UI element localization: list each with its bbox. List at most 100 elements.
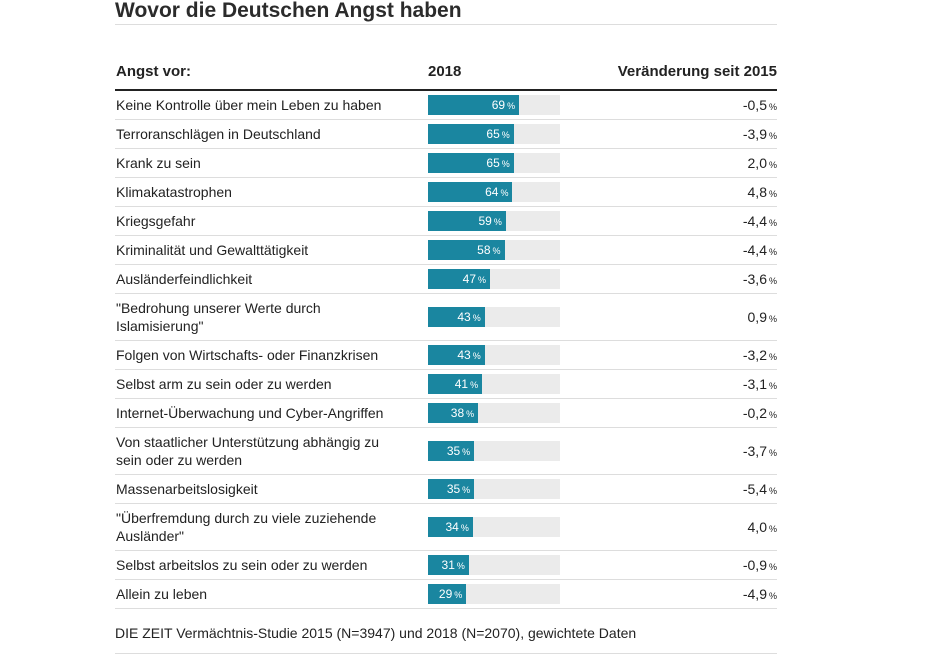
bar: 65%	[428, 124, 514, 144]
table-row: Selbst arbeitslos zu sein oder zu werden…	[115, 551, 777, 580]
row-label: Klimakatastrophen	[116, 184, 232, 200]
bar-track: 35%	[428, 441, 560, 461]
bar: 59%	[428, 211, 506, 231]
bar-value-label: 41%	[455, 374, 478, 394]
change-value: -0,2	[742, 405, 767, 421]
row-label: Selbst arbeitslos zu sein oder zu werden	[116, 557, 368, 573]
change-unit: %	[768, 352, 777, 362]
bar-track: 64%	[428, 182, 560, 202]
bar-track: 59%	[428, 211, 560, 231]
bar-value-unit: %	[507, 101, 516, 111]
bar-value-unit: %	[472, 313, 481, 323]
bar-value-unit: %	[500, 188, 509, 198]
change-value: -0,5	[742, 97, 767, 113]
bar: 29%	[428, 584, 467, 604]
change-value: -5,4	[742, 481, 767, 497]
change-unit: %	[768, 410, 777, 420]
bar-track: 35%	[428, 479, 560, 499]
bar-value-label: 35%	[447, 441, 470, 461]
change-value-label: 4,0%	[748, 519, 777, 535]
row-label: Massenarbeitslosigkeit	[116, 481, 258, 497]
change-unit: %	[768, 189, 777, 199]
change-unit: %	[768, 381, 777, 391]
bar-value-label: 38%	[451, 403, 474, 423]
bar: 35%	[428, 441, 475, 461]
change-value: -3,9	[742, 126, 767, 142]
bar: 38%	[428, 403, 479, 423]
change-value-label: 2,0%	[748, 155, 777, 171]
table-row: Von staatlicher Unterstützung abhängig z…	[115, 428, 777, 475]
bar-value-label: 29%	[439, 584, 462, 604]
bar-value: 64	[485, 185, 499, 199]
change-unit: %	[768, 314, 777, 324]
row-label: Keine Kontrolle über mein Leben zu haben	[116, 97, 382, 113]
bar-value-unit: %	[470, 380, 479, 390]
row-label: "Überfremdung durch zu viele zuziehende …	[116, 510, 377, 544]
bar-track: 31%	[428, 555, 560, 575]
change-unit: %	[768, 486, 777, 496]
source-note: DIE ZEIT Vermächtnis-Studie 2015 (N=3947…	[115, 609, 777, 654]
bar: 65%	[428, 153, 514, 173]
bar-rows: Keine Kontrolle über mein Leben zu haben…	[115, 91, 777, 609]
change-unit: %	[768, 562, 777, 572]
table-row: Ausländerfeindlichkeit 47% -3,6%	[115, 265, 777, 294]
bar-value: 34	[445, 520, 459, 534]
bar: 47%	[428, 269, 491, 289]
change-value: -3,7	[742, 443, 767, 459]
bar: 31%	[428, 555, 469, 575]
bar-value-unit: %	[478, 275, 487, 285]
table-row: Krank zu sein 65% 2,0%	[115, 149, 777, 178]
bar-value-label: 35%	[447, 479, 470, 499]
bar-value-label: 43%	[457, 307, 480, 327]
header-change: Veränderung seit 2015	[617, 63, 777, 80]
bar-value: 31	[441, 558, 455, 572]
bar-track: 65%	[428, 124, 560, 144]
bar-value: 69	[491, 98, 506, 112]
table-row: Selbst arm zu sein oder zu werden 41% -3,1…	[115, 370, 777, 399]
chart-title: Wovor die Deutschen Angst haben	[115, 0, 777, 25]
bar-track: 65%	[428, 153, 560, 173]
change-value-label: -3,9%	[743, 126, 777, 142]
bar-value-label: 65%	[486, 124, 509, 144]
row-label: Internet-Überwachung und Cyber-Angriffen	[116, 405, 384, 421]
bar-value-label: 59%	[479, 211, 502, 231]
change-value-label: -3,6%	[743, 271, 777, 287]
row-label: Von staatlicher Unterstützung abhängig z…	[116, 434, 380, 468]
change-value-label: -3,2%	[743, 347, 777, 363]
bar-value-label: 43%	[457, 345, 480, 365]
row-label: Kriminalität und Gewalttätigkeit	[116, 242, 309, 258]
table-row: Terroranschlägen in Deutschland 65% -3,9%	[115, 120, 777, 149]
table-row: Folgen von Wirtschafts- oder Finanzkrise…	[115, 341, 777, 370]
row-label: Selbst arm zu sein oder zu werden	[116, 376, 332, 392]
bar-value: 43	[457, 348, 471, 362]
bar-value: 65	[486, 127, 500, 141]
bar: 41%	[428, 374, 483, 394]
bar-value-unit: %	[472, 351, 481, 361]
bar-track: 38%	[428, 403, 560, 423]
bar: 43%	[428, 345, 485, 365]
header-label: Angst vor:	[116, 63, 191, 80]
change-value: 4,0	[747, 519, 767, 535]
change-value-label: -0,9%	[743, 557, 777, 573]
row-label: "Bedrohung unserer Werte durch Islamisie…	[116, 300, 321, 334]
table-row: Allein zu leben 29% -4,9%	[115, 580, 777, 609]
bar-value: 38	[450, 406, 465, 420]
change-value-label: -0,2%	[743, 405, 777, 421]
change-value: 2,0	[747, 155, 767, 171]
change-value: -3,1	[742, 376, 767, 392]
table-row: Internet-Überwachung und Cyber-Angriffen…	[115, 399, 777, 428]
change-unit: %	[768, 524, 777, 534]
table-row: Keine Kontrolle über mein Leben zu haben…	[115, 91, 777, 120]
bar-value: 65	[486, 156, 500, 170]
table-row: Kriegsgefahr 59% -4,4%	[115, 207, 777, 236]
bar-value-unit: %	[501, 130, 510, 140]
table-row: Massenarbeitslosigkeit 35% -5,4%	[115, 475, 777, 504]
change-value-label: -4,4%	[743, 213, 777, 229]
bar-value-unit: %	[492, 246, 501, 256]
bar-value: 35	[446, 482, 461, 496]
bar-value-unit: %	[501, 159, 510, 169]
change-value: 0,9	[747, 309, 767, 325]
bar-value-label: 69%	[492, 95, 515, 115]
bar: 43%	[428, 307, 485, 327]
bar-value-label: 64%	[485, 182, 508, 202]
